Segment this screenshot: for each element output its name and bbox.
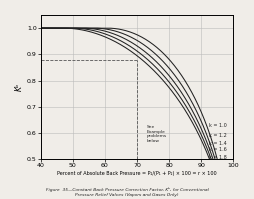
Text: k = 1.8: k = 1.8 (209, 155, 227, 160)
X-axis label: Percent of Absolute Back Pressure = P₂/(P₁ + P₂) × 100 = r × 100: Percent of Absolute Back Pressure = P₂/(… (57, 171, 217, 176)
Text: k = 1.4: k = 1.4 (209, 140, 227, 145)
Text: k = 1.2: k = 1.2 (209, 133, 227, 138)
Text: k = 1.6: k = 1.6 (209, 147, 227, 152)
Text: Figure  35—Constant Back Pressure Correction Factor, Kᵇ, for Conventional
Pressu: Figure 35—Constant Back Pressure Correct… (45, 187, 209, 197)
Text: k = 1.0: k = 1.0 (209, 123, 227, 128)
Y-axis label: Kᵇ: Kᵇ (15, 83, 24, 91)
Text: See
Example
problems
below: See Example problems below (147, 125, 167, 143)
